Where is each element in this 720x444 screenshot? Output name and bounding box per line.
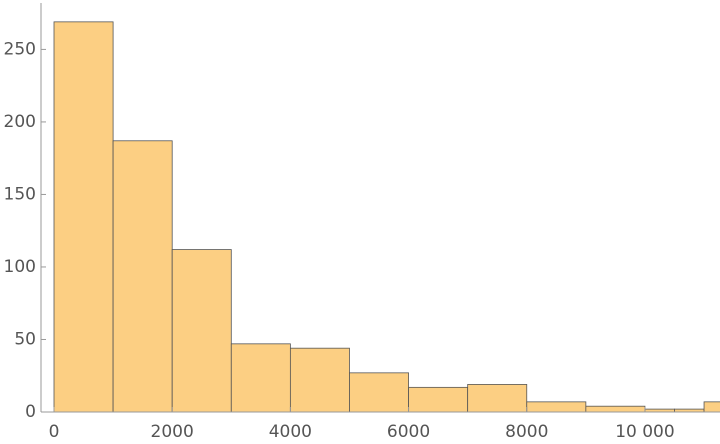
y-tick-label: 200 <box>4 112 36 132</box>
x-tick-label: 4000 <box>269 422 312 442</box>
bar <box>230 343 291 413</box>
x-tick-label: 6000 <box>387 422 430 442</box>
bar <box>585 405 646 413</box>
bar <box>408 386 469 413</box>
bar <box>112 140 173 413</box>
y-tick-label: 100 <box>4 257 36 277</box>
y-tick-label: 0 <box>25 402 36 422</box>
bar <box>53 21 114 413</box>
x-tick-label: 2000 <box>151 422 194 442</box>
bar <box>703 401 720 413</box>
y-tick-label: 50 <box>14 329 36 349</box>
y-tick-label: 150 <box>4 184 36 204</box>
bar <box>349 372 409 413</box>
bar <box>289 347 350 413</box>
x-tick-label: 0 <box>49 422 60 442</box>
x-tick-label: 10 000 <box>615 422 674 442</box>
bar <box>526 401 587 413</box>
x-tick-label: 8000 <box>505 422 548 442</box>
bar <box>171 249 232 413</box>
bar <box>467 384 528 413</box>
y-tick-label: 250 <box>4 39 36 59</box>
bars <box>53 21 720 413</box>
